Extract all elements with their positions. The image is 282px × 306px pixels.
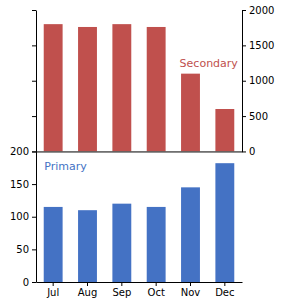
bar bbox=[44, 24, 63, 151]
tick-mark bbox=[32, 249, 36, 250]
axis-line bbox=[36, 11, 37, 152]
panel: 0 50 100 150 200 Jul Aug Sep Oct Nov Dec Primary bbox=[10, 146, 243, 298]
bars bbox=[44, 24, 235, 151]
tick-mark bbox=[190, 282, 191, 286]
tick bbox=[32, 10, 36, 11]
tick: 2000 bbox=[242, 5, 274, 16]
tick-label: 2000 bbox=[249, 5, 274, 16]
bar bbox=[112, 24, 131, 151]
tick-mark bbox=[242, 151, 246, 152]
tick: 0 bbox=[23, 277, 36, 288]
tick-mark bbox=[242, 81, 246, 82]
axis-line bbox=[37, 282, 243, 283]
tick: 150 bbox=[10, 179, 36, 190]
tick-label: 0 bbox=[249, 146, 255, 157]
bar bbox=[78, 27, 97, 151]
tick-label: 500 bbox=[249, 111, 268, 122]
tick-mark bbox=[224, 282, 225, 286]
tick-mark bbox=[32, 116, 36, 117]
tick-mark bbox=[32, 81, 36, 82]
tick-mark bbox=[53, 282, 54, 286]
bar bbox=[215, 109, 234, 151]
tick: 100 bbox=[10, 211, 36, 222]
tick-label: 200 bbox=[10, 146, 29, 157]
bar bbox=[181, 187, 200, 282]
tick: 1000 bbox=[242, 75, 274, 86]
tick-mark bbox=[242, 45, 246, 46]
tick: Jul bbox=[46, 282, 59, 298]
tick-label: 0 bbox=[23, 277, 29, 288]
tick-mark bbox=[32, 45, 36, 46]
axis-line bbox=[37, 151, 243, 152]
tick-label: 1500 bbox=[249, 40, 274, 51]
tick-mark bbox=[32, 151, 36, 152]
tick-label: Dec bbox=[215, 287, 234, 298]
tick: 0 bbox=[242, 146, 255, 157]
y-axis: 0 50 100 150 200 bbox=[10, 146, 37, 288]
chart: 0 500 1000 1500 2000 Secondary 0 50 100 150 200 Jul… bbox=[0, 0, 282, 306]
tick: Oct bbox=[148, 282, 165, 298]
tick-label: 100 bbox=[10, 211, 29, 222]
y-axis: 0 500 1000 1500 2000 bbox=[242, 5, 274, 157]
tick-label: Jul bbox=[46, 287, 59, 298]
tick-mark bbox=[32, 282, 36, 283]
tick-label: Nov bbox=[181, 287, 201, 298]
tick-label: 50 bbox=[16, 244, 29, 255]
bar bbox=[181, 74, 200, 152]
tick-mark bbox=[32, 151, 36, 152]
y-axis bbox=[32, 11, 37, 152]
tick-label: Sep bbox=[112, 287, 131, 298]
tick-mark bbox=[32, 217, 36, 218]
tick-label: 1000 bbox=[249, 75, 274, 86]
tick-label: Oct bbox=[148, 287, 165, 298]
annotation: Secondary bbox=[180, 57, 239, 70]
bars bbox=[44, 163, 235, 282]
bar bbox=[78, 210, 97, 282]
axis-line bbox=[36, 152, 37, 283]
tick-mark bbox=[87, 282, 88, 286]
tick bbox=[32, 45, 36, 46]
bar bbox=[147, 207, 166, 282]
tick-mark bbox=[242, 10, 246, 11]
bar bbox=[44, 207, 63, 282]
tick-label: 150 bbox=[10, 179, 29, 190]
bar bbox=[215, 163, 234, 282]
tick: 500 bbox=[242, 111, 268, 122]
tick: Sep bbox=[112, 282, 131, 298]
tick: 1500 bbox=[242, 40, 274, 51]
tick-mark bbox=[121, 282, 122, 286]
tick bbox=[32, 151, 36, 152]
tick bbox=[32, 81, 36, 82]
panel: 0 500 1000 1500 2000 Secondary bbox=[32, 5, 274, 157]
tick-mark bbox=[156, 282, 157, 286]
tick-label: Aug bbox=[78, 287, 98, 298]
tick bbox=[32, 116, 36, 117]
x-axis: Jul Aug Sep Oct Nov Dec bbox=[37, 282, 243, 298]
tick-mark bbox=[242, 116, 246, 117]
tick: 50 bbox=[16, 244, 36, 255]
tick-mark bbox=[32, 184, 36, 185]
x-axis bbox=[37, 151, 243, 152]
tick: 200 bbox=[10, 146, 36, 157]
bar bbox=[112, 204, 131, 282]
tick: Nov bbox=[181, 282, 201, 298]
tick-mark bbox=[32, 10, 36, 11]
tick: Dec bbox=[215, 282, 234, 298]
tick: Aug bbox=[78, 282, 98, 298]
bar bbox=[147, 27, 166, 151]
annotation: Primary bbox=[44, 160, 87, 173]
